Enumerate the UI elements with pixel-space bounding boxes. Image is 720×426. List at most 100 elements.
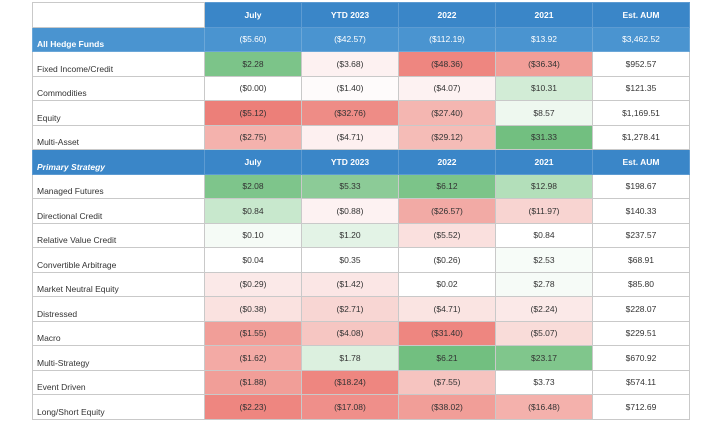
cell-2022: ($4.07) [398, 75, 496, 101]
col-header-2021: 2021 [495, 149, 593, 175]
table-row: Commodities ($0.00) ($1.40) ($4.07) $10.31 $1… [32, 75, 690, 101]
cell-est-aum: $68.91 [592, 247, 690, 273]
table-row: Multi-Strategy ($1.62) $1.78 $6.21 $23.17 $67… [32, 345, 690, 371]
cell-2021: $0.84 [495, 222, 593, 248]
cell-2021: $23.17 [495, 345, 593, 371]
table-row: Managed Futures $2.08 $5.33 $6.12 $12.98 $198… [32, 173, 690, 199]
col-header-ytd-2023: YTD 2023 [301, 2, 399, 28]
cell-july: ($5.60) [204, 26, 302, 52]
cell-2021: ($2.24) [495, 296, 593, 322]
strategy-header-label: Primary Strategy [32, 149, 205, 175]
cell-est-aum: $228.07 [592, 296, 690, 322]
cell-july: ($0.29) [204, 271, 302, 297]
col-header-2022: 2022 [398, 2, 496, 28]
cell-ytd-2023: $5.33 [301, 173, 399, 199]
cell-ytd-2023: $1.20 [301, 222, 399, 248]
cell-est-aum: $121.35 [592, 75, 690, 101]
table-row: Equity ($5.12) ($32.76) ($27.40) $8.57 $1,169… [32, 100, 690, 126]
row-label: All Hedge Funds [32, 26, 205, 52]
cell-2022: $0.02 [398, 271, 496, 297]
row-label: Commodities [32, 75, 205, 101]
table-row: Macro ($1.55) ($4.08) ($31.40) ($5.07) $229.5… [32, 320, 690, 346]
cell-ytd-2023: $1.78 [301, 345, 399, 371]
cell-ytd-2023: ($42.57) [301, 26, 399, 52]
row-label: Directional Credit [32, 198, 205, 224]
column-header-row: July YTD 2023 2022 2021 Est. AUM [32, 2, 690, 28]
cell-ytd-2023: ($17.08) [301, 394, 399, 420]
cell-july: ($2.75) [204, 124, 302, 150]
cell-2021: $3.73 [495, 369, 593, 395]
cell-2021: $2.53 [495, 247, 593, 273]
cell-july: $0.84 [204, 198, 302, 224]
cell-ytd-2023: ($18.24) [301, 369, 399, 395]
cell-2022: ($48.36) [398, 51, 496, 77]
cell-2022: ($4.71) [398, 296, 496, 322]
col-header-july: July [204, 149, 302, 175]
cell-july: ($1.55) [204, 320, 302, 346]
cell-2021: $2.78 [495, 271, 593, 297]
col-header-july: July [204, 2, 302, 28]
strategy-header-row: Primary Strategy July YTD 2023 2022 2021… [32, 149, 690, 175]
cell-2021: ($36.34) [495, 51, 593, 77]
cell-ytd-2023: ($3.68) [301, 51, 399, 77]
row-label: Long/Short Equity [32, 394, 205, 420]
table-row: Multi-Asset ($2.75) ($4.71) ($29.12) $31.33 $… [32, 124, 690, 150]
cell-2021: $8.57 [495, 100, 593, 126]
row-label: Distressed [32, 296, 205, 322]
cell-ytd-2023: ($32.76) [301, 100, 399, 126]
table-row: Event Driven ($1.88) ($18.24) ($7.55) $3.73 $… [32, 369, 690, 395]
cell-ytd-2023: ($1.42) [301, 271, 399, 297]
cell-ytd-2023: ($2.71) [301, 296, 399, 322]
col-header-est-aum: Est. AUM [592, 2, 690, 28]
cell-est-aum: $140.33 [592, 198, 690, 224]
row-label: Fixed Income/Credit [32, 51, 205, 77]
cell-2022: ($0.26) [398, 247, 496, 273]
cell-est-aum: $198.67 [592, 173, 690, 199]
cell-est-aum: $1,278.41 [592, 124, 690, 150]
cell-july: $0.10 [204, 222, 302, 248]
cell-ytd-2023: ($4.08) [301, 320, 399, 346]
table-body: July YTD 2023 2022 2021 Est. AUM All Hed… [32, 2, 690, 420]
table-row: Distressed ($0.38) ($2.71) ($4.71) ($2.24) $2… [32, 296, 690, 322]
cell-2021: ($16.48) [495, 394, 593, 420]
row-label: Relative Value Credit [32, 222, 205, 248]
cell-ytd-2023: ($4.71) [301, 124, 399, 150]
cell-july: ($1.62) [204, 345, 302, 371]
cell-2021: $12.98 [495, 173, 593, 199]
cell-est-aum: $229.51 [592, 320, 690, 346]
cell-2022: ($31.40) [398, 320, 496, 346]
cell-ytd-2023: ($1.40) [301, 75, 399, 101]
row-label: Macro [32, 320, 205, 346]
col-header-2021: 2021 [495, 2, 593, 28]
cell-july: $2.08 [204, 173, 302, 199]
cell-2022: ($112.19) [398, 26, 496, 52]
header-corner [32, 2, 205, 28]
cell-july: ($5.12) [204, 100, 302, 126]
cell-july: $2.28 [204, 51, 302, 77]
cell-2021: $13.92 [495, 26, 593, 52]
cell-est-aum: $670.92 [592, 345, 690, 371]
row-label: Equity [32, 100, 205, 126]
table-row: Fixed Income/Credit $2.28 ($3.68) ($48.36)(… [32, 51, 690, 77]
cell-est-aum: $574.11 [592, 369, 690, 395]
col-header-2022: 2022 [398, 149, 496, 175]
cell-est-aum: $712.69 [592, 394, 690, 420]
cell-est-aum: $3,462.52 [592, 26, 690, 52]
cell-ytd-2023: $0.35 [301, 247, 399, 273]
cell-2022: ($29.12) [398, 124, 496, 150]
col-header-ytd-2023: YTD 2023 [301, 149, 399, 175]
row-label: Market Neutral Equity [32, 271, 205, 297]
table-row: Directional Credit $0.84 ($0.88) ($26.57) ($… [32, 198, 690, 224]
row-label: Multi-Asset [32, 124, 205, 150]
cell-july: $0.04 [204, 247, 302, 273]
row-label: Convertible Arbitrage [32, 247, 205, 273]
cell-2021: $10.31 [495, 75, 593, 101]
cell-july: ($0.38) [204, 296, 302, 322]
cell-2022: ($38.02) [398, 394, 496, 420]
cell-2022: $6.12 [398, 173, 496, 199]
hedge-fund-flows-table: July YTD 2023 2022 2021 Est. AUM All Hed… [32, 2, 690, 420]
cell-2021: ($11.97) [495, 198, 593, 224]
table-row: Market Neutral Equity ($0.29) ($1.42) $0.02… [32, 271, 690, 297]
cell-2021: $31.33 [495, 124, 593, 150]
cell-2022: ($27.40) [398, 100, 496, 126]
